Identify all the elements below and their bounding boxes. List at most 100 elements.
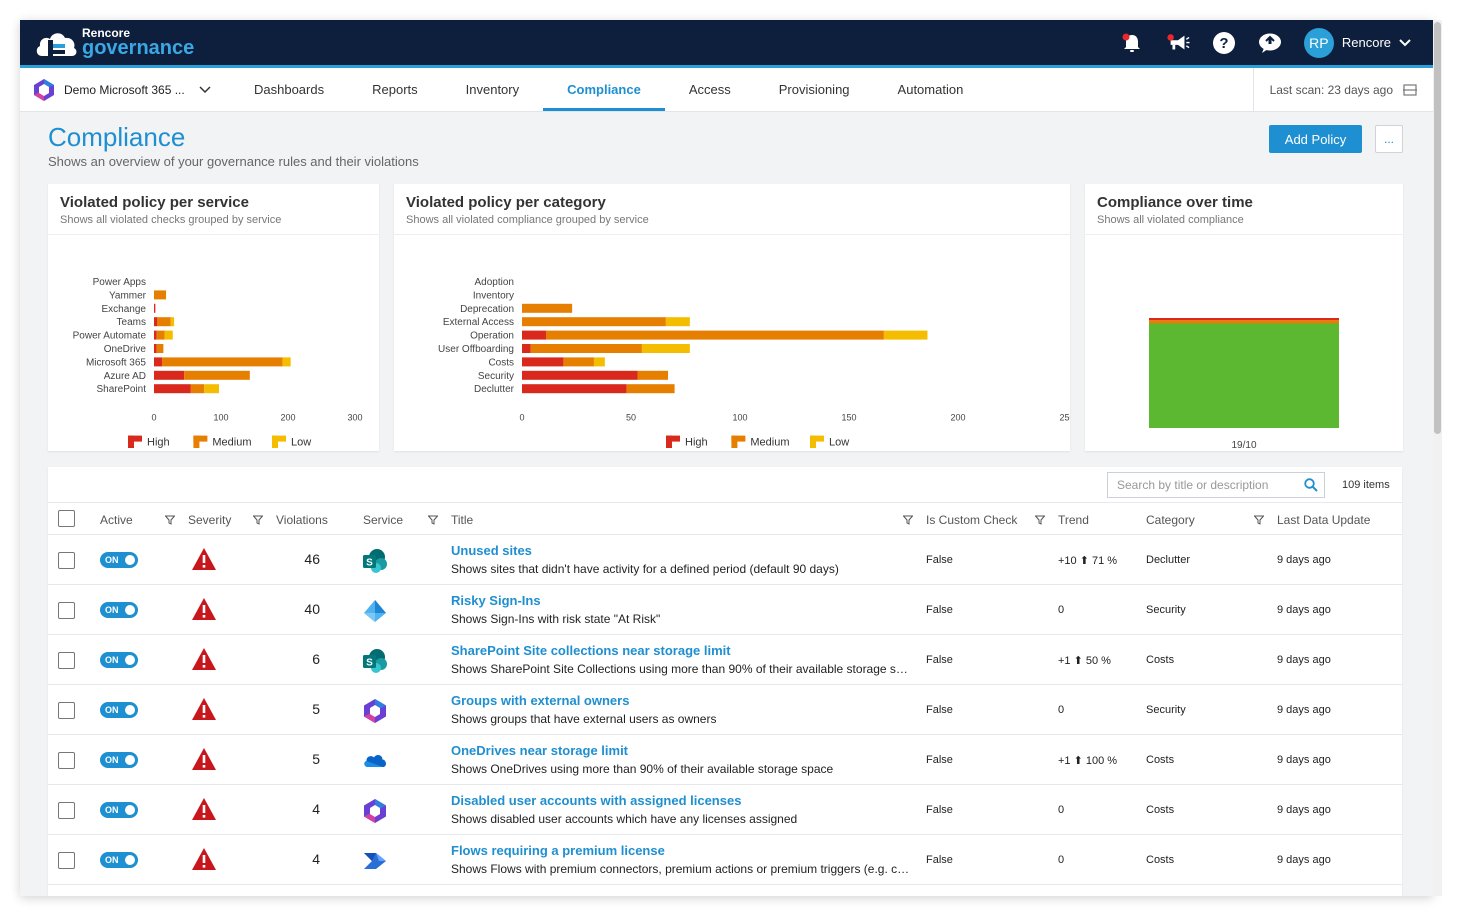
bar-segment	[154, 290, 167, 300]
col-category[interactable]: Category	[1146, 513, 1195, 527]
col-trend[interactable]: Trend	[1058, 513, 1089, 527]
active-toggle[interactable]: ON	[100, 752, 138, 768]
category-label: User Offboarding	[438, 344, 514, 355]
page-subtitle: Shows an overview of your governance rul…	[48, 154, 419, 169]
table-row[interactable]: ON 5 OneDrives near storage limit Shows One…	[48, 735, 1402, 785]
col-title[interactable]: Title	[451, 513, 474, 527]
tab-dashboards[interactable]: Dashboards	[254, 82, 325, 97]
legend-medium: Medium	[193, 435, 252, 448]
table-row[interactable]: ON 4 Disabled user accounts with assigned …	[48, 785, 1402, 835]
filter-icon[interactable]	[428, 515, 438, 525]
category-label: Microsoft 365	[86, 357, 146, 368]
col-last-update[interactable]: Last Data Update	[1277, 513, 1371, 527]
select-all-checkbox[interactable]	[58, 510, 75, 527]
help-icon[interactable]: ?	[1212, 31, 1236, 55]
legend-low: Low	[272, 435, 311, 448]
col-custom-check[interactable]: Is Custom Check	[926, 513, 1018, 527]
active-toggle[interactable]: ON	[100, 702, 138, 718]
active-toggle[interactable]: ON	[100, 552, 138, 568]
col-severity[interactable]: Severity	[188, 513, 232, 527]
custom-check-value: False	[926, 654, 953, 666]
chart-title: Violated policy per service	[60, 194, 249, 211]
trend-value: 0	[1058, 604, 1065, 616]
col-active[interactable]: Active	[100, 513, 133, 527]
policy-title-link[interactable]: SharePoint Site collections near storage…	[451, 643, 731, 658]
legend-label: Medium	[750, 437, 789, 448]
policy-title-link[interactable]: Unused sites	[451, 543, 532, 558]
active-toggle[interactable]: ON	[100, 852, 138, 868]
tab-provisioning[interactable]: Provisioning	[778, 82, 850, 97]
tab-inventory[interactable]: Inventory	[465, 82, 520, 97]
policy-title-link[interactable]: Disabled user accounts with assigned lic…	[451, 793, 742, 808]
table-row[interactable]: ON 4 Flows requiring a premium license Show…	[48, 835, 1402, 885]
bar-segment	[170, 317, 175, 327]
custom-check-value: False	[926, 854, 953, 866]
active-toggle[interactable]: ON	[100, 652, 138, 668]
scrollbar-thumb[interactable]	[1434, 22, 1441, 434]
violations-count: 40	[304, 601, 320, 617]
category-value: Security	[1146, 604, 1186, 616]
tenant-selector[interactable]: Demo Microsoft 365 ...	[20, 78, 226, 102]
service-bar-chart: Power Apps Yammer Exchange Teams Power Autom…	[73, 277, 363, 448]
row-checkbox[interactable]	[58, 752, 75, 769]
tab-compliance[interactable]: Compliance	[543, 68, 665, 111]
legend-high: High	[666, 435, 708, 448]
announcement-megaphone-icon[interactable]	[1166, 31, 1190, 55]
page-scrollbar[interactable]	[1433, 20, 1442, 896]
policy-title-link[interactable]: Risky Sign-Ins	[451, 593, 541, 608]
tick-label: 300	[347, 413, 362, 423]
svg-text:?: ?	[1219, 35, 1228, 52]
bar-segment	[156, 330, 165, 340]
violations-count: 46	[304, 551, 320, 567]
last-scan[interactable]: Last scan: 23 days ago	[1252, 68, 1417, 111]
filter-icon[interactable]	[903, 515, 913, 525]
row-checkbox[interactable]	[58, 852, 75, 869]
col-service[interactable]: Service	[363, 513, 404, 527]
filter-icon[interactable]	[1254, 515, 1264, 525]
category-label: Operation	[470, 331, 514, 342]
tab-access[interactable]: Access	[688, 82, 731, 97]
feedback-chat-icon[interactable]	[1258, 31, 1282, 55]
table-row[interactable]: ON 46 S Unused sites Shows sites that didn't…	[48, 535, 1402, 585]
search-input[interactable]	[1117, 478, 1297, 492]
last-update-value: 9 days ago	[1277, 704, 1331, 716]
notification-bell-icon[interactable]	[1120, 31, 1144, 55]
brand-line2: governance	[82, 37, 195, 59]
warning-icon	[191, 547, 217, 574]
table-row[interactable]: ON 6 S SharePoint Site collections near sto…	[48, 635, 1402, 685]
row-checkbox[interactable]	[58, 702, 75, 719]
search-icon[interactable]	[1304, 478, 1318, 492]
logo[interactable]: Rencore governance	[34, 26, 194, 60]
policy-title-link[interactable]: OneDrives near storage limit	[451, 743, 629, 758]
row-checkbox[interactable]	[58, 802, 75, 819]
add-policy-button[interactable]: Add Policy	[1269, 125, 1362, 153]
legend-swatch	[272, 435, 286, 442]
tab-reports[interactable]: Reports	[372, 82, 418, 97]
row-checkbox[interactable]	[58, 602, 75, 619]
violations-count: 5	[312, 751, 320, 767]
user-menu[interactable]: RP Rencore	[1303, 27, 1411, 58]
active-toggle[interactable]: ON	[100, 802, 138, 818]
power-automate-icon	[362, 848, 388, 877]
col-violations[interactable]: Violations	[276, 513, 328, 527]
filter-icon[interactable]	[253, 515, 263, 525]
bar-segment	[204, 384, 219, 394]
bar-segment	[593, 357, 605, 367]
more-options-button[interactable]: ...	[1375, 125, 1403, 153]
policy-title-link[interactable]: Flows requiring a premium license	[451, 843, 665, 858]
bar-segment	[162, 357, 283, 367]
search-box[interactable]	[1107, 472, 1325, 498]
tab-automation[interactable]: Automation	[897, 82, 964, 97]
policy-description: Shows Flows with premium connectors, pre…	[451, 862, 913, 876]
trend-value: 0	[1058, 704, 1065, 716]
filter-icon[interactable]	[1035, 515, 1045, 525]
policy-title-link[interactable]: Groups with external owners	[451, 693, 630, 708]
row-checkbox[interactable]	[58, 552, 75, 569]
active-toggle[interactable]: ON	[100, 602, 138, 618]
svg-text:S: S	[366, 658, 373, 669]
row-checkbox[interactable]	[58, 652, 75, 669]
table-row[interactable]: ON 40 Risky Sign-Ins Shows Sign-Ins with ri…	[48, 585, 1402, 635]
table-row[interactable]: ON 5 Groups with external owners Shows grou…	[48, 685, 1402, 735]
bar-segment	[156, 344, 164, 353]
filter-icon[interactable]	[165, 515, 175, 525]
